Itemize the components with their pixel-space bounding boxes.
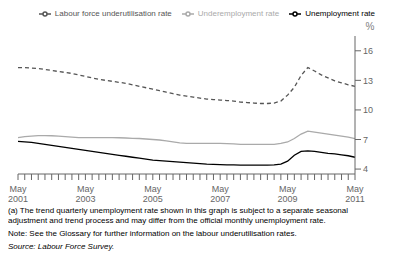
html-text:Labour force underutilisation: Labour force underutilisation rate [54, 9, 172, 19]
svg-text:10: 10 [363, 105, 373, 115]
html-text:Note: See the Glossary for fur: Note: See the Glossary for further infor… [8, 229, 297, 238]
svg-text:May2011: May2011 [345, 184, 364, 204]
svg-text:May2001: May2001 [8, 184, 28, 204]
svg-text:May2003: May2003 [75, 184, 95, 204]
html-text:Source: Labour Force Survey.: Source: Labour Force Survey. [8, 242, 115, 251]
html-text:Underemployment rate: Underemployment rate [197, 9, 280, 19]
svg-text:%: % [366, 21, 375, 32]
svg-text:May2005: May2005 [143, 184, 163, 204]
svg-text:16: 16 [363, 46, 373, 56]
svg-text:7: 7 [363, 135, 368, 145]
html-text:Unemployment rate: Unemployment rate [305, 9, 375, 19]
svg-text:4: 4 [363, 164, 368, 174]
html-text:(a) The trend quarterly unempl: (a) The trend quarterly unemployment rat… [8, 206, 348, 225]
svg-text:13: 13 [363, 76, 373, 86]
svg-text:May2009: May2009 [278, 184, 298, 204]
svg-text:May2007: May2007 [210, 184, 230, 204]
